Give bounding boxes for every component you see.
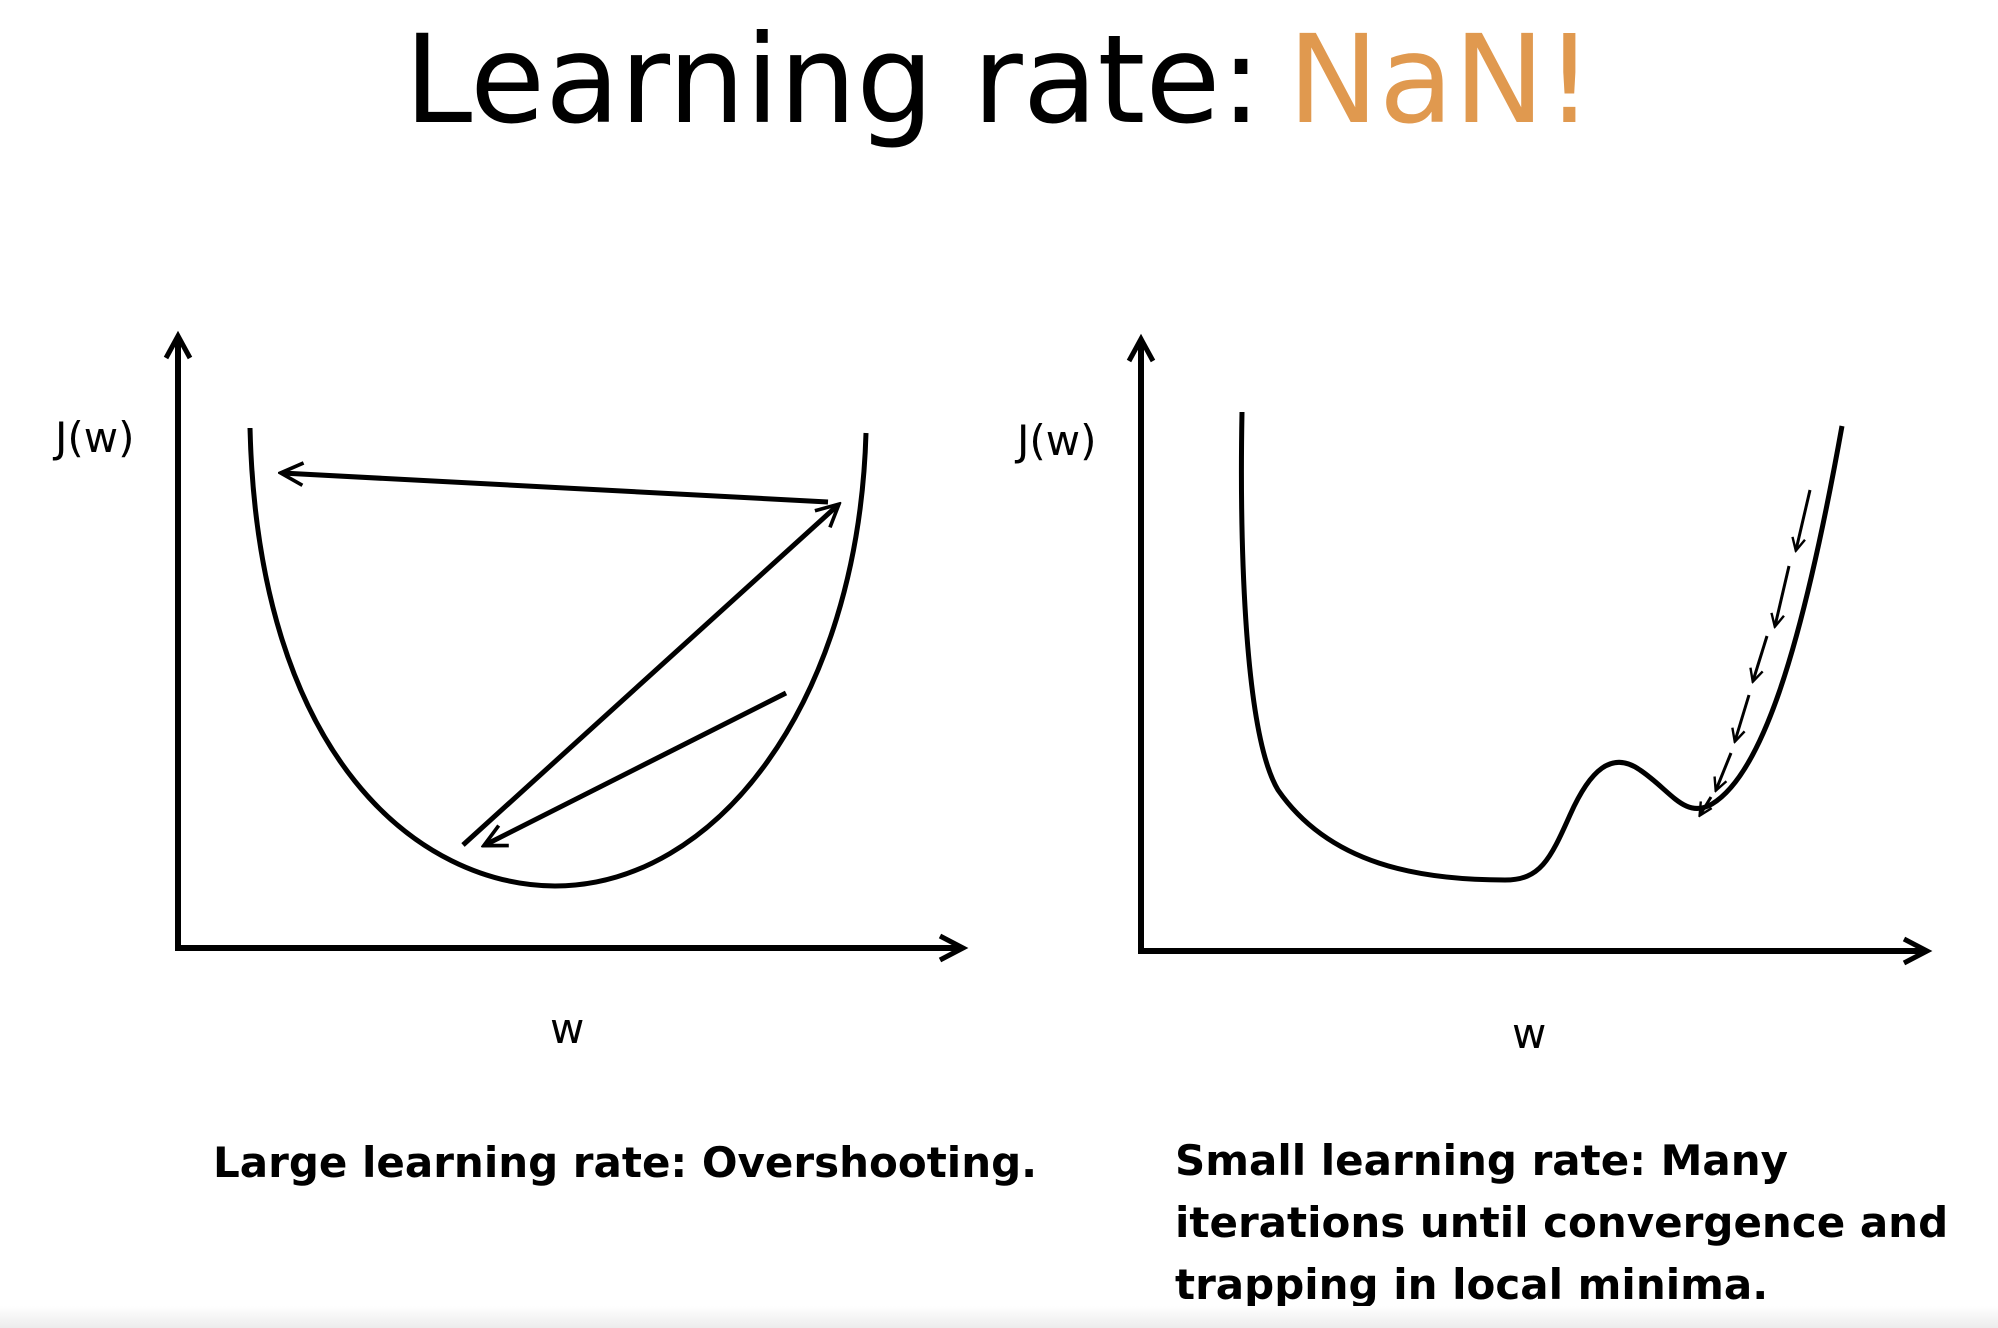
small-lr-y-label: J(w) (1014, 416, 1097, 465)
small-lr-cost-curve (1238, 411, 1845, 883)
large-lr-step-arrow (461, 505, 838, 847)
large-lr-update-arrows (282, 473, 838, 845)
large-lr-step-arrow (485, 690, 788, 845)
small-lr-x-label: w (1512, 1009, 1546, 1058)
large-lr-step-arrow (282, 473, 829, 505)
large-lr-x-label: w (550, 1004, 584, 1053)
large-lr-y-label: J(w) (52, 413, 135, 462)
small-lr-y-axis-arrowhead (1126, 333, 1156, 363)
large-lr-cost-curve (247, 427, 869, 889)
small-lr-axes (1126, 333, 1933, 966)
small-lr-step-arrow (1775, 565, 1791, 626)
small-lr-step-arrow (1716, 752, 1733, 790)
large-lr-diagram: J(w) w (52, 330, 969, 1053)
large-lr-axes (163, 330, 969, 963)
small-lr-x-axis-arrowhead (1902, 936, 1933, 966)
small-lr-step-arrow (1735, 694, 1751, 741)
large-lr-caption: Large learning rate: Overshooting. (213, 1138, 1038, 1187)
small-lr-caption: Small learning rate: Many iterations unt… (1175, 1136, 1949, 1309)
small-lr-update-arrows (1700, 489, 1812, 815)
bottom-shade (0, 1306, 1998, 1328)
small-lr-step-arrow (1796, 489, 1812, 550)
small-lr-step-arrow (1753, 635, 1769, 681)
small-lr-diagram: J(w) w (1014, 333, 1933, 1058)
title-text: Learning rate: (404, 9, 1262, 151)
large-lr-x-axis-arrowhead (938, 933, 969, 963)
slide-title: Learning rate: NaN! (0, 0, 1998, 160)
small-lr-step-arrow (1700, 796, 1711, 815)
title-accent: NaN! (1287, 9, 1594, 151)
large-lr-y-axis-arrowhead (163, 330, 193, 360)
